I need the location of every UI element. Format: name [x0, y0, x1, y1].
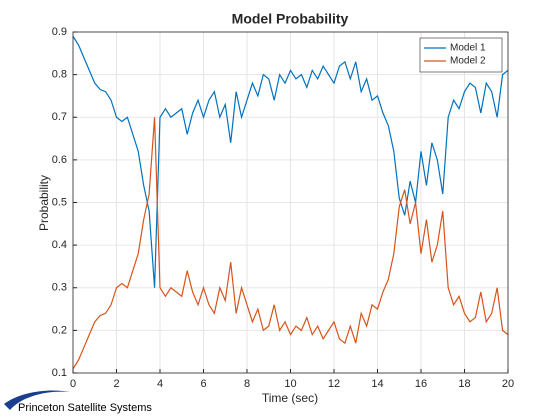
x-tick-label: 8: [244, 378, 250, 390]
y-tick-label: 0.5: [52, 196, 67, 208]
y-tick-label: 0.1: [52, 367, 67, 379]
x-tick-label: 20: [502, 378, 514, 390]
y-tick-label: 0.8: [52, 69, 67, 81]
y-tick-label: 0.6: [52, 154, 67, 166]
legend-label: Model 1: [450, 43, 486, 54]
y-tick-label: 0.4: [52, 239, 67, 251]
y-tick-label: 0.2: [52, 324, 67, 336]
legend-label: Model 2: [450, 56, 486, 67]
logo-swoosh: [4, 390, 70, 410]
x-tick-label: 0: [70, 378, 76, 390]
x-axis-label: Time (sec): [262, 391, 318, 405]
axes-box: [72, 31, 509, 374]
x-tick-label: 10: [284, 378, 296, 390]
x-tick-label: 16: [415, 378, 427, 390]
chart-title: Model Probability: [232, 11, 349, 27]
x-tick-label: 14: [371, 378, 383, 390]
series-line: [72, 35, 509, 288]
logo-text: Princeton Satellite Systems: [18, 402, 152, 414]
x-tick-label: 4: [157, 378, 163, 390]
legend-box: [419, 37, 503, 73]
y-axis-label: Probability: [37, 175, 51, 231]
x-tick-label: 6: [200, 378, 206, 390]
y-tick-label: 0.9: [52, 26, 67, 38]
series-line: [72, 117, 509, 370]
x-tick-label: 12: [328, 378, 340, 390]
y-tick-label: 0.3: [52, 282, 67, 294]
y-tick-label: 0.7: [52, 111, 67, 123]
x-tick-label: 2: [113, 378, 119, 390]
x-tick-label: 18: [458, 378, 470, 390]
